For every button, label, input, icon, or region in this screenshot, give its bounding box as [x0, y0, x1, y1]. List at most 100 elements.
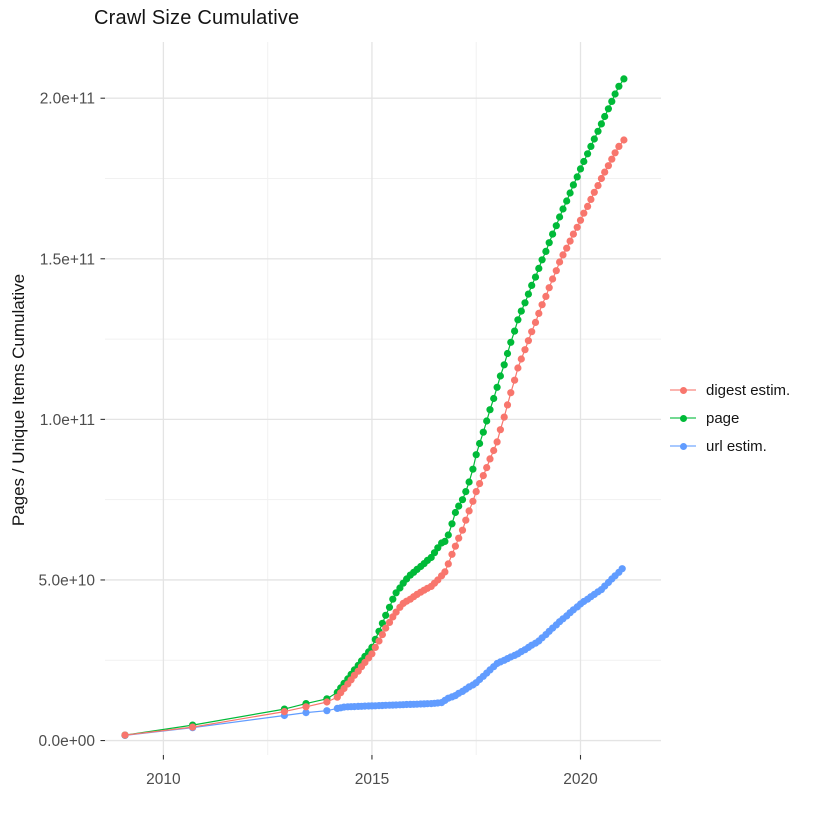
x-tick-label: 2020 [563, 771, 598, 788]
data-point [584, 202, 592, 210]
data-point [486, 455, 494, 463]
data-point [563, 244, 571, 252]
data-point [465, 507, 473, 515]
data-point [479, 472, 487, 480]
data-point [608, 97, 616, 105]
data-point [611, 149, 619, 157]
data-point [483, 417, 491, 425]
data-point [490, 446, 498, 455]
data-point [469, 465, 477, 473]
data-point [510, 327, 519, 335]
data-point [500, 413, 508, 421]
data-point [462, 516, 470, 524]
legend-dot-icon [679, 414, 687, 422]
data-point [549, 230, 557, 238]
data-point [535, 264, 543, 272]
data-point [375, 637, 383, 645]
data-point [496, 426, 504, 434]
data-point [382, 611, 390, 619]
y-tick-label: 2.0e+11 [40, 91, 95, 108]
data-point [545, 239, 553, 247]
data-point [483, 464, 491, 472]
data-point [368, 650, 376, 658]
data-point [559, 251, 567, 259]
legend-key-url [670, 436, 696, 456]
data-point [500, 361, 508, 369]
legend-label-page: page [706, 409, 740, 427]
data-point [584, 150, 592, 158]
data-point [451, 508, 459, 517]
data-point [434, 544, 442, 552]
legend: digest estim. page url estim. [670, 380, 790, 464]
data-point [496, 372, 504, 380]
data-point [455, 534, 463, 542]
data-point [493, 438, 501, 446]
data-point [594, 127, 602, 135]
data-point [479, 428, 487, 436]
data-point [590, 135, 598, 143]
data-point [385, 603, 394, 611]
data-point [448, 550, 456, 558]
data-point [514, 364, 522, 372]
data-point [280, 708, 288, 716]
data-point [608, 155, 616, 163]
data-point [594, 182, 602, 190]
data-point [528, 281, 536, 289]
data-point [392, 608, 400, 616]
data-point [531, 318, 540, 326]
data-point [524, 337, 533, 345]
data-point [531, 273, 540, 281]
data-point [545, 284, 553, 292]
legend-label-url: url estim. [706, 437, 767, 455]
data-point [472, 451, 480, 459]
data-point [556, 258, 564, 266]
legend-dot-icon [679, 386, 687, 394]
data-point [590, 188, 598, 196]
data-point [566, 237, 574, 245]
data-point [507, 338, 515, 346]
legend-entry-digest: digest estim. [670, 380, 790, 400]
data-point [389, 595, 397, 603]
data-point [559, 205, 567, 213]
data-point [486, 406, 494, 414]
data-point [323, 698, 331, 706]
data-point [524, 290, 533, 298]
y-tick-label: 0.0e+00 [39, 733, 96, 750]
data-point [493, 383, 501, 391]
data-point [462, 488, 470, 496]
data-point [517, 307, 525, 315]
data-point [302, 709, 310, 717]
data-point [566, 189, 574, 197]
data-point [302, 703, 310, 711]
data-point [121, 731, 129, 739]
data-point [378, 631, 386, 639]
legend-entry-url: url estim. [670, 436, 790, 456]
x-tick-label: 2015 [355, 771, 389, 788]
data-point [552, 222, 560, 230]
y-tick-label: 1.5e+11 [40, 251, 95, 268]
data-point [580, 157, 588, 166]
y-tick-label: 5.0e+10 [39, 572, 96, 589]
data-point [580, 209, 588, 217]
data-point [444, 560, 452, 568]
data-point [535, 309, 543, 317]
chart-title: Crawl Size Cumulative [94, 7, 300, 29]
data-point [451, 542, 459, 550]
data-point [458, 496, 467, 504]
data-point [444, 531, 452, 539]
data-point [503, 349, 512, 358]
data-point [441, 568, 449, 576]
data-point [448, 520, 456, 528]
data-point [476, 480, 484, 488]
data-point [392, 589, 400, 597]
data-point [552, 267, 560, 275]
data-point [573, 173, 581, 181]
data-point [455, 502, 463, 510]
data-point [441, 537, 449, 546]
data-point [521, 346, 529, 354]
data-point [601, 168, 609, 176]
data-point [472, 488, 480, 496]
data-point [597, 174, 606, 183]
data-point [465, 478, 473, 486]
data-point [542, 247, 550, 255]
